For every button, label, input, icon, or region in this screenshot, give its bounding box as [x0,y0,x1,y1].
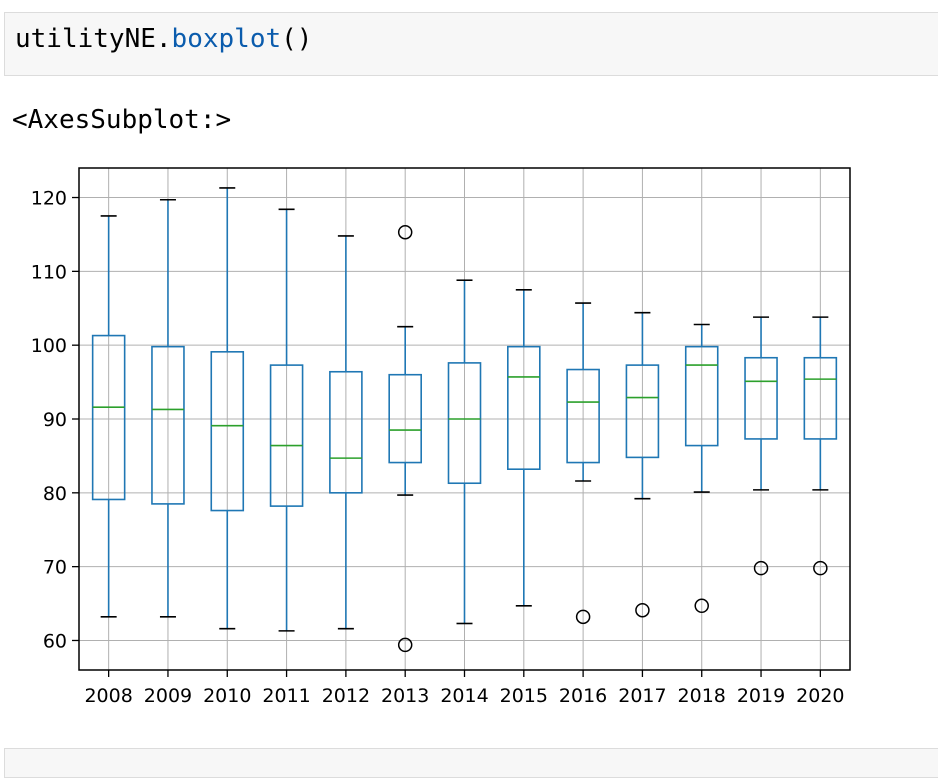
box [447,362,482,485]
code-cell[interactable]: utilityNE.boxplot() [4,12,938,76]
x-tick-label: 2009 [144,685,192,707]
x-tick-label: 2015 [500,685,548,707]
code-line[interactable]: utilityNE.boxplot() [15,24,312,54]
box [507,345,541,470]
code-dot: . [155,24,172,54]
box [210,351,245,512]
box [803,356,838,440]
boxplot-chart: 60 70 80 90 100 110 120 2008 2009 2010 2011 2012 201… [0,150,938,720]
x-tick-label: 2011 [262,685,310,707]
outlier-point [575,609,591,625]
boxplot-svg: 60 70 80 90 100 110 120 2008 2009 2010 2011 2012 201… [31,167,851,707]
box [91,334,126,501]
outlier-point [397,637,413,653]
x-tick-label: 2010 [203,685,251,707]
code-object: utilityNE [15,24,156,54]
y-tick-label: 60 [43,630,67,652]
x-tick-label: 2017 [618,685,666,707]
y-tick-label: 100 [31,335,67,357]
x-tick-label: 2019 [737,685,785,707]
x-tick-label: 2012 [322,685,370,707]
y-tick-label: 70 [43,557,67,579]
code-parens: () [281,24,313,54]
box [329,370,363,494]
y-tick-label: 120 [31,188,67,210]
outlier-point [397,224,413,240]
y-tick-label: 90 [43,409,67,431]
x-tick-label: 2020 [796,685,844,707]
box [388,373,422,464]
y-tick-label: 80 [43,483,67,505]
box [744,356,778,440]
box [625,364,660,459]
x-tick-label: 2008 [84,685,132,707]
outlier-point [635,602,650,618]
output-repr: <AxesSubplot:> [12,105,232,135]
x-tick-label: 2016 [559,685,607,707]
outlier-point [694,598,709,614]
box [269,364,304,507]
box [151,345,185,505]
box [684,345,719,447]
x-tick-label: 2013 [381,685,429,707]
y-tick-label: 110 [31,261,67,283]
outlier-point [813,560,828,576]
x-tick-label: 2014 [440,685,488,707]
next-code-cell[interactable] [4,748,938,778]
outlier-point [753,560,769,576]
box [566,368,600,464]
axes-frame [78,167,851,671]
x-tick-label: 2018 [678,685,726,707]
code-method: boxplot [171,24,282,54]
